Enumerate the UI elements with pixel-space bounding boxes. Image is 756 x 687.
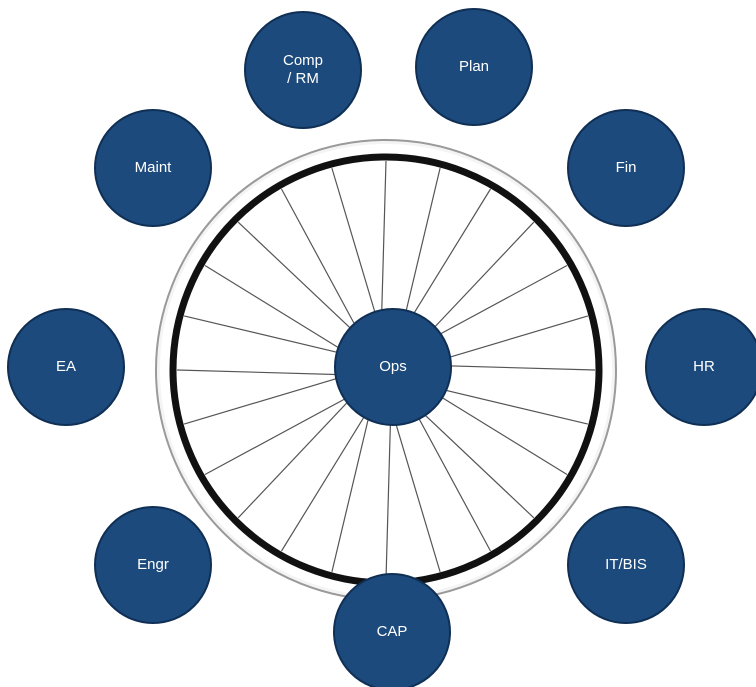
node-label: CAP xyxy=(377,623,408,640)
node-circle xyxy=(94,506,212,624)
node-circle xyxy=(94,109,212,227)
node: Maint xyxy=(94,109,212,227)
node: EA xyxy=(7,308,125,426)
node-circle xyxy=(334,308,452,426)
node-circle xyxy=(567,109,685,227)
node-label: Ops xyxy=(379,358,407,375)
node-circle xyxy=(333,573,451,687)
node-label: Fin xyxy=(616,159,637,176)
node-circle xyxy=(7,308,125,426)
node: Ops xyxy=(334,308,452,426)
node-label: Comp xyxy=(283,52,323,69)
node: CAP xyxy=(333,573,451,687)
node-label: IT/BIS xyxy=(605,556,647,573)
node: Comp/ RM xyxy=(244,11,362,129)
node-label: HR xyxy=(693,358,715,375)
node: Fin xyxy=(567,109,685,227)
node-label: Engr xyxy=(137,556,169,573)
node-label: / RM xyxy=(287,70,319,87)
node-label: Maint xyxy=(135,159,173,176)
node-circle xyxy=(415,8,533,126)
node-circle xyxy=(645,308,756,426)
node-circle xyxy=(567,506,685,624)
node: Plan xyxy=(415,8,533,126)
nodes: Comp/ RM Plan Maint Fin EA Ops HR Engr IT/BIS CAP xyxy=(7,8,756,687)
node-circle xyxy=(244,11,362,129)
node-label: Plan xyxy=(459,58,489,75)
node-label: EA xyxy=(56,358,76,375)
node: HR xyxy=(645,308,756,426)
node: Engr xyxy=(94,506,212,624)
node: IT/BIS xyxy=(567,506,685,624)
